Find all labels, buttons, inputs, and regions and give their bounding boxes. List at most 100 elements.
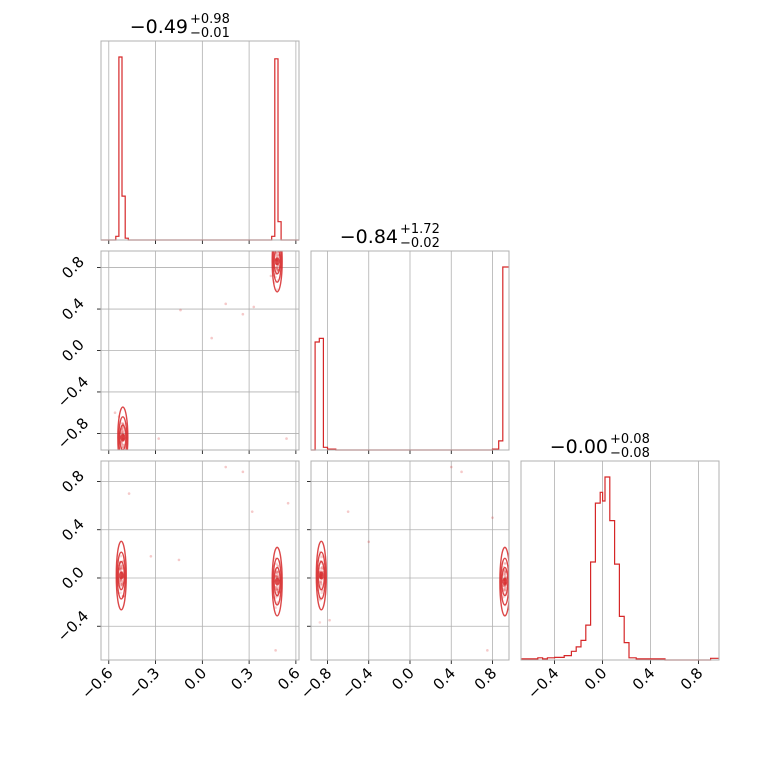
sample-point (269, 274, 273, 278)
x-tick-label: 0.4 (429, 664, 459, 694)
sample-point (157, 437, 160, 440)
sample-point (121, 567, 124, 570)
sample-point (504, 562, 507, 565)
sample-point (120, 443, 124, 446)
sample-point (121, 430, 124, 433)
sample-point (503, 572, 507, 575)
sample-point (121, 450, 124, 453)
sample-point (179, 308, 182, 312)
sample-point (320, 583, 323, 586)
histogram-step (101, 56, 299, 241)
sample-point (275, 266, 279, 270)
sample-point (275, 265, 279, 269)
panel-scatter-param-1-vs-param-2: 0.8 0.4 0.0 −0.4−0.8 (54, 243, 300, 457)
density-contour (117, 406, 129, 450)
sample-point (319, 580, 323, 584)
sample-point (503, 588, 507, 592)
sample-point (276, 564, 279, 567)
density-contour (272, 251, 282, 283)
panel-hist-param-3: −0.00 +0.08−0.08 −0.4 0.0 0.4 0.8 (520, 432, 720, 703)
sample-point (252, 305, 256, 309)
sample-point (275, 288, 279, 291)
sample-point (118, 579, 122, 582)
sample-point (119, 566, 123, 570)
panel-title-upper-error: +1.72 (400, 222, 440, 237)
y-tick-label: 0.0 (58, 336, 88, 366)
sample-point (119, 565, 123, 568)
x-tick-label: −0.4 (524, 664, 562, 702)
density-contour (117, 560, 125, 591)
sample-point (119, 581, 122, 585)
sample-point (449, 465, 453, 469)
density-contour (115, 540, 127, 611)
sample-point (122, 443, 125, 447)
density-contour (271, 546, 283, 617)
sample-point (120, 430, 124, 433)
sample-point (320, 566, 324, 569)
panel-scatter-param-2-vs-param-3: −0.8 −0.4 0.0 0.4 0.8 (297, 460, 510, 703)
sample-point (320, 555, 323, 559)
panel-title-lower-error: −0.08 (610, 446, 650, 461)
sample-point (275, 570, 278, 573)
y-tick-label: 0.8 (58, 467, 88, 497)
sample-point (486, 649, 489, 652)
sample-point (121, 429, 124, 432)
panel-title-value: −0.00 (550, 436, 608, 458)
x-tick-label: 0.0 (388, 664, 418, 694)
density-peak (118, 571, 124, 580)
sample-point (276, 588, 280, 591)
sample-point (276, 243, 279, 246)
y-tick-label: −0.8 (54, 414, 92, 452)
sample-point (121, 430, 125, 434)
sample-point (319, 580, 322, 583)
density-contour (316, 551, 327, 600)
sample-point (224, 465, 228, 469)
sample-point (320, 591, 324, 595)
sample-point (127, 492, 131, 495)
sample-point (328, 618, 331, 622)
sample-point (503, 570, 507, 574)
sample-point (210, 336, 213, 340)
sample-point (504, 585, 508, 589)
sample-point (503, 573, 506, 577)
panel-title-lower-error: −0.02 (400, 236, 440, 251)
y-tick-label: 0.4 (58, 294, 88, 324)
panel-title-value: −0.84 (340, 226, 398, 248)
sample-point (346, 510, 350, 513)
sample-point (503, 572, 507, 576)
density-contour (118, 416, 128, 450)
sample-point (274, 649, 277, 652)
sample-point (319, 582, 323, 586)
density-contour (272, 557, 282, 606)
sample-point (276, 247, 279, 250)
sample-point (503, 570, 506, 573)
density-contour (273, 251, 281, 275)
sample-point (275, 255, 278, 258)
sample-point (275, 267, 279, 271)
sample-point (318, 621, 322, 624)
sample-point (491, 516, 494, 519)
sample-point (275, 587, 279, 591)
sample-point (120, 583, 124, 586)
sample-point (121, 422, 125, 425)
sample-point (120, 583, 124, 587)
sample-point (275, 270, 279, 273)
sample-point (276, 572, 279, 576)
sample-point (121, 454, 124, 457)
sample-point (276, 589, 280, 592)
sample-point (275, 254, 279, 258)
panel-scatter-param-1-vs-param-3: −0.6 −0.3 0.0 0.3 0.60.80.40.0−0.4 (54, 460, 304, 703)
density-contour (116, 551, 126, 600)
sample-point (118, 579, 122, 583)
sample-point (275, 268, 279, 271)
panel-hist-param-1: −0.49 +0.98−0.01 (100, 12, 300, 244)
density-peak (274, 257, 280, 266)
sample-point (121, 451, 124, 454)
x-tick-label: 0.0 (581, 664, 611, 694)
sample-point (275, 252, 278, 255)
density-contour (501, 566, 509, 597)
sample-point (286, 501, 290, 505)
sample-point (503, 562, 507, 565)
x-tick-label: 0.0 (181, 664, 211, 694)
sample-point (276, 575, 279, 579)
